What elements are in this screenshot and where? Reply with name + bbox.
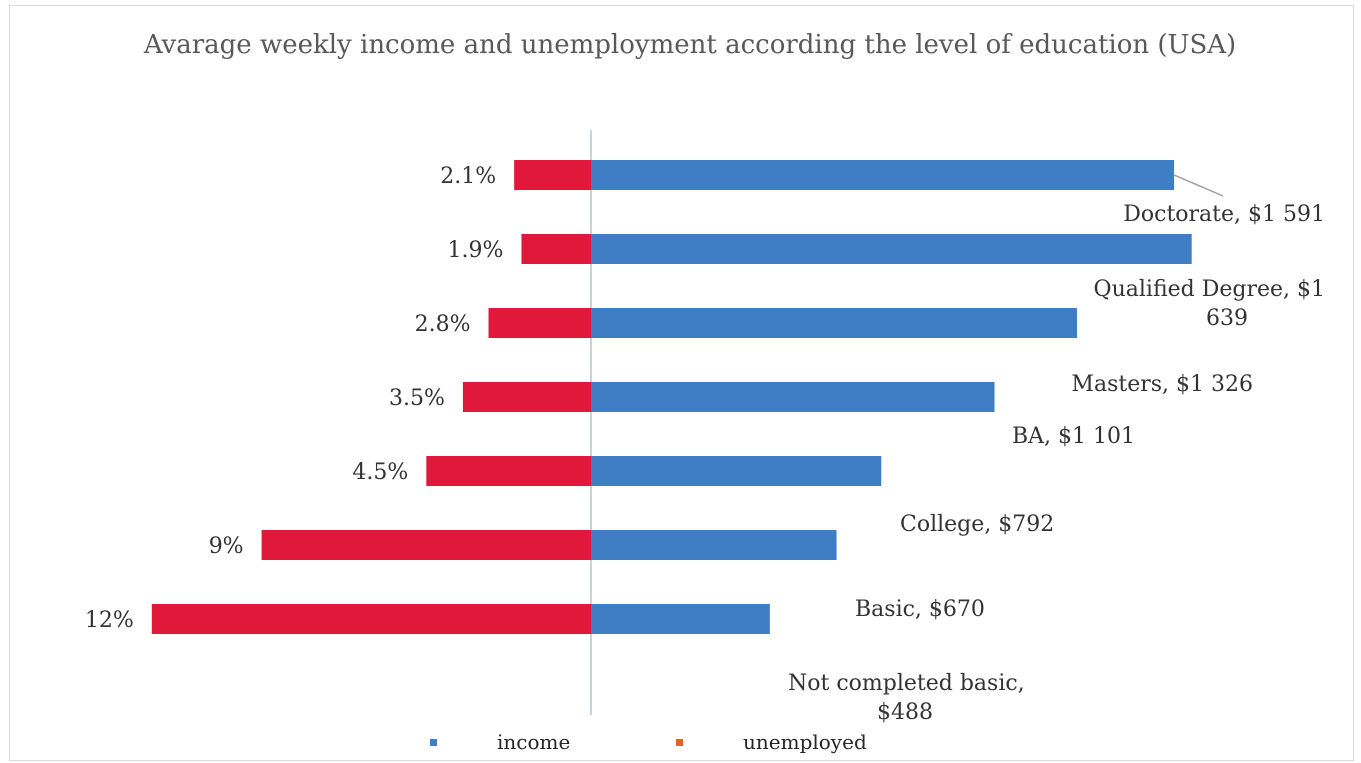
unemployed-bar-masters [488,308,591,338]
legend-label-income: income [497,730,571,754]
unemployed-label-not-completed-basic: 12% [85,608,134,633]
unemployed-label-doctorate: 2.1% [440,164,496,189]
income-bar-not-completed-basic [591,604,770,634]
legend-swatch-unemployed [676,738,683,746]
unemployed-bar-doctorate [514,160,591,190]
legend-label-unemployed: unemployed [743,730,867,754]
income-label-basic: Basic, $670 [855,597,985,622]
legend-item-income: income [430,730,570,754]
income-label-qualified-degree: Qualified Degree, $1 639 [1094,277,1325,331]
income-bar-qualified-degree [591,234,1192,264]
income-bar-masters [591,308,1077,338]
legend-swatch-income [430,738,437,746]
unemployed-bar-ba [462,382,591,412]
income-label-masters: Masters, $1 326 [1071,372,1253,397]
income-label-college: College, $792 [900,512,1054,537]
legend-item-unemployed: unemployed [676,730,867,754]
income-bar-doctorate [591,160,1175,190]
unemployed-bar-qualified-degree [521,234,591,264]
income-label-not-completed-basic: Not completed basic, $488 [788,671,1025,725]
income-bar-basic [591,530,837,560]
unemployed-label-masters: 2.8% [415,312,471,337]
chart-frame [9,5,1354,761]
unemployed-bar-college [426,456,591,486]
unemployed-label-qualified-degree: 1.9% [448,238,504,263]
income-label-doctorate: Doctorate, $1 591 [1123,202,1325,227]
unemployed-label-basic: 9% [209,534,244,559]
unemployed-label-ba: 3.5% [389,386,445,411]
unemployed-label-college: 4.5% [352,460,408,485]
income-bar-ba [591,382,995,412]
unemployed-bar-basic [261,530,591,560]
unemployed-bar-not-completed-basic [151,604,592,634]
income-label-ba: BA, $1 101 [1012,424,1135,449]
chart-title: Avarage weekly income and unemployment a… [143,30,1237,60]
income-bar-college [591,456,882,486]
leader-line-doctorate [1173,174,1224,197]
